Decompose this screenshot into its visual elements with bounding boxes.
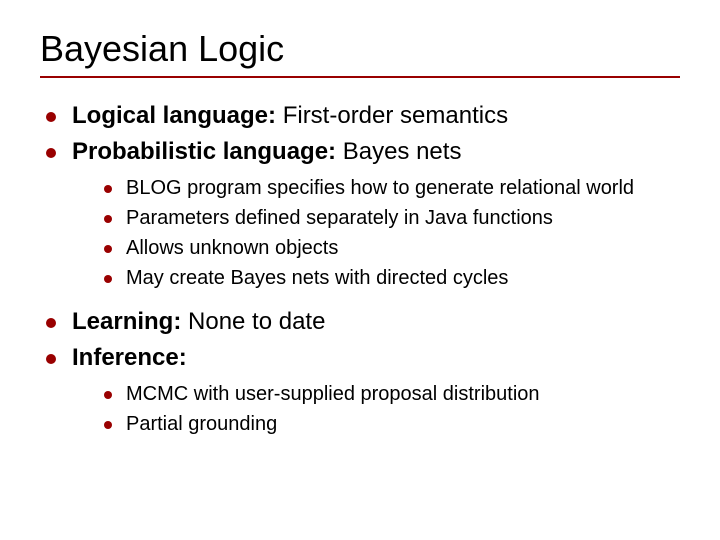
list-item-rest: First-order semantics [276,102,508,129]
list-item-text: MCMC with user-supplied proposal distrib… [126,381,680,408]
slide: Bayesian Logic Logical language: First-o… [0,0,720,540]
bullet-list-level2: MCMC with user-supplied proposal distrib… [46,381,680,438]
bullet-icon [104,391,112,399]
bullet-icon [46,148,56,158]
list-item: Inference: [46,342,680,374]
list-item: MCMC with user-supplied proposal distrib… [104,381,680,408]
bullet-list-level2: BLOG program specifies how to generate r… [46,175,680,292]
list-item-text: Inference: [72,342,680,374]
list-item-text: Partial grounding [126,411,680,438]
list-item: Partial grounding [104,411,680,438]
list-item-text: BLOG program specifies how to generate r… [126,175,680,202]
list-item-text: May create Bayes nets with directed cycl… [126,265,680,292]
bullet-icon [104,245,112,253]
list-item: Parameters defined separately in Java fu… [104,205,680,232]
bullet-icon [104,421,112,429]
list-item-text: Learning: None to date [72,306,680,338]
list-item-text: Logical language: First-order semantics [72,100,680,132]
list-item: Logical language: First-order semantics [46,100,680,132]
bullet-icon [46,354,56,364]
list-item-text: Parameters defined separately in Java fu… [126,205,680,232]
title-rule [40,76,680,78]
list-item: Learning: None to date [46,306,680,338]
bullet-icon [104,185,112,193]
slide-title: Bayesian Logic [40,28,680,70]
bullet-icon [104,215,112,223]
bullet-list-level1: Logical language: First-order semantics … [40,100,680,438]
list-item-label: Learning: [72,308,181,335]
bullet-icon [46,112,56,122]
bullet-icon [46,318,56,328]
list-item-text: Allows unknown objects [126,235,680,262]
list-item-label: Logical language: [72,102,276,129]
list-item-label: Probabilistic language: [72,138,336,165]
list-item-rest: None to date [181,308,325,335]
list-item-rest: Bayes nets [336,138,461,165]
list-item-label: Inference: [72,344,187,371]
list-item: May create Bayes nets with directed cycl… [104,265,680,292]
list-item: Allows unknown objects [104,235,680,262]
list-item: Probabilistic language: Bayes nets [46,136,680,168]
list-item-text: Probabilistic language: Bayes nets [72,136,680,168]
bullet-icon [104,275,112,283]
list-item: BLOG program specifies how to generate r… [104,175,680,202]
